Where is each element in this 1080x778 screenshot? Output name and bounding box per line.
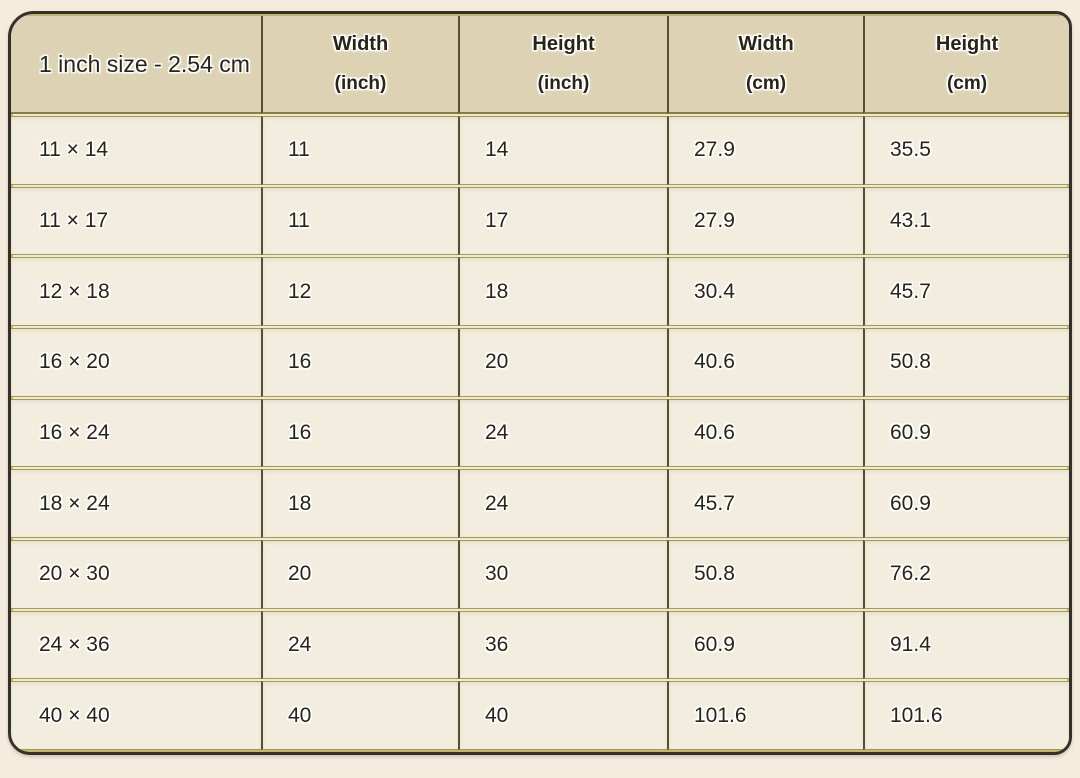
- cell-height-inch: 24: [458, 398, 667, 468]
- size-conversion-table-frame: 1 inch size - 2.54 cm Width (inch) Heigh…: [8, 11, 1072, 755]
- header-label: Width: [738, 33, 794, 55]
- header-label: Height: [935, 33, 999, 55]
- cell-width-inch: 11: [261, 116, 458, 185]
- header-unit: (inch): [537, 73, 590, 94]
- cell-size: 11 × 17: [11, 186, 261, 256]
- cell-height-cm: 50.8: [863, 327, 1069, 397]
- cell-size: 12 × 18: [11, 257, 261, 326]
- header-label: Height: [532, 33, 595, 55]
- cell-width-cm: 30.4: [667, 257, 863, 326]
- cell-size: 18 × 24: [11, 469, 261, 538]
- header-height-cm: Height (cm): [863, 16, 1069, 114]
- cell-height-inch: 20: [458, 327, 667, 397]
- table-row: 16 × 24 16 24 40.6 60.9: [11, 398, 1069, 468]
- cell-width-cm: 27.9: [667, 116, 863, 185]
- cell-height-cm: 91.4: [863, 610, 1069, 680]
- cell-width-inch: 16: [261, 398, 458, 468]
- cell-size: 40 × 40: [11, 681, 261, 750]
- table-row: 12 × 18 12 18 30.4 45.7: [11, 257, 1069, 326]
- cell-height-inch: 14: [458, 116, 667, 185]
- table-row: 11 × 14 11 14 27.9 35.5: [11, 116, 1069, 185]
- cell-height-inch: 17: [458, 186, 667, 256]
- cell-width-cm: 50.8: [667, 539, 863, 609]
- cell-height-inch: 40: [458, 681, 667, 750]
- table-row: 24 × 36 24 36 60.9 91.4: [11, 610, 1069, 680]
- header-width-cm: Width (cm): [667, 16, 863, 114]
- header-unit: (cm): [745, 73, 787, 94]
- cell-width-cm: 45.7: [667, 469, 863, 538]
- table-row: 18 × 24 18 24 45.7 60.9: [11, 469, 1069, 538]
- size-conversion-table: 1 inch size - 2.54 cm Width (inch) Heigh…: [11, 14, 1069, 752]
- cell-height-cm: 76.2: [863, 539, 1069, 609]
- cell-size: 16 × 20: [11, 327, 261, 397]
- cell-height-inch: 24: [458, 469, 667, 538]
- cell-height-cm: 101.6: [863, 681, 1069, 750]
- cell-width-inch: 12: [261, 257, 458, 326]
- header-width-inch: Width (inch): [261, 16, 458, 114]
- cell-size: 24 × 36: [11, 610, 261, 680]
- table-row: 11 × 17 11 17 27.9 43.1: [11, 186, 1069, 256]
- cell-width-inch: 18: [261, 469, 458, 538]
- cell-height-cm: 43.1: [863, 186, 1069, 256]
- header-row: 1 inch size - 2.54 cm Width (inch) Heigh…: [11, 16, 1069, 114]
- cell-height-inch: 18: [458, 257, 667, 326]
- header-height-inch: Height (inch): [458, 16, 667, 114]
- cell-height-inch: 30: [458, 539, 667, 609]
- cell-width-inch: 11: [261, 186, 458, 256]
- cell-height-cm: 45.7: [863, 257, 1069, 326]
- cell-width-inch: 20: [261, 539, 458, 609]
- header-corner-note: 1 inch size - 2.54 cm: [11, 16, 261, 114]
- cell-height-cm: 35.5: [863, 116, 1069, 185]
- cell-width-inch: 40: [261, 681, 458, 750]
- cell-size: 11 × 14: [11, 116, 261, 185]
- cell-width-inch: 16: [261, 327, 458, 397]
- cell-width-cm: 60.9: [667, 610, 863, 680]
- cell-width-cm: 27.9: [667, 186, 863, 256]
- table-row: 16 × 20 16 20 40.6 50.8: [11, 327, 1069, 397]
- cell-size: 20 × 30: [11, 539, 261, 609]
- header-unit: (inch): [334, 73, 387, 94]
- cell-height-cm: 60.9: [863, 469, 1069, 538]
- header-unit: (cm): [946, 73, 988, 94]
- header-label: Width: [332, 33, 389, 55]
- cell-width-cm: 40.6: [667, 398, 863, 468]
- cell-size: 16 × 24: [11, 398, 261, 468]
- table-row: 40 × 40 40 40 101.6 101.6: [11, 681, 1069, 750]
- table-row: 20 × 30 20 30 50.8 76.2: [11, 539, 1069, 609]
- cell-width-inch: 24: [261, 610, 458, 680]
- cell-width-cm: 40.6: [667, 327, 863, 397]
- cell-height-inch: 36: [458, 610, 667, 680]
- cell-height-cm: 60.9: [863, 398, 1069, 468]
- cell-width-cm: 101.6: [667, 681, 863, 750]
